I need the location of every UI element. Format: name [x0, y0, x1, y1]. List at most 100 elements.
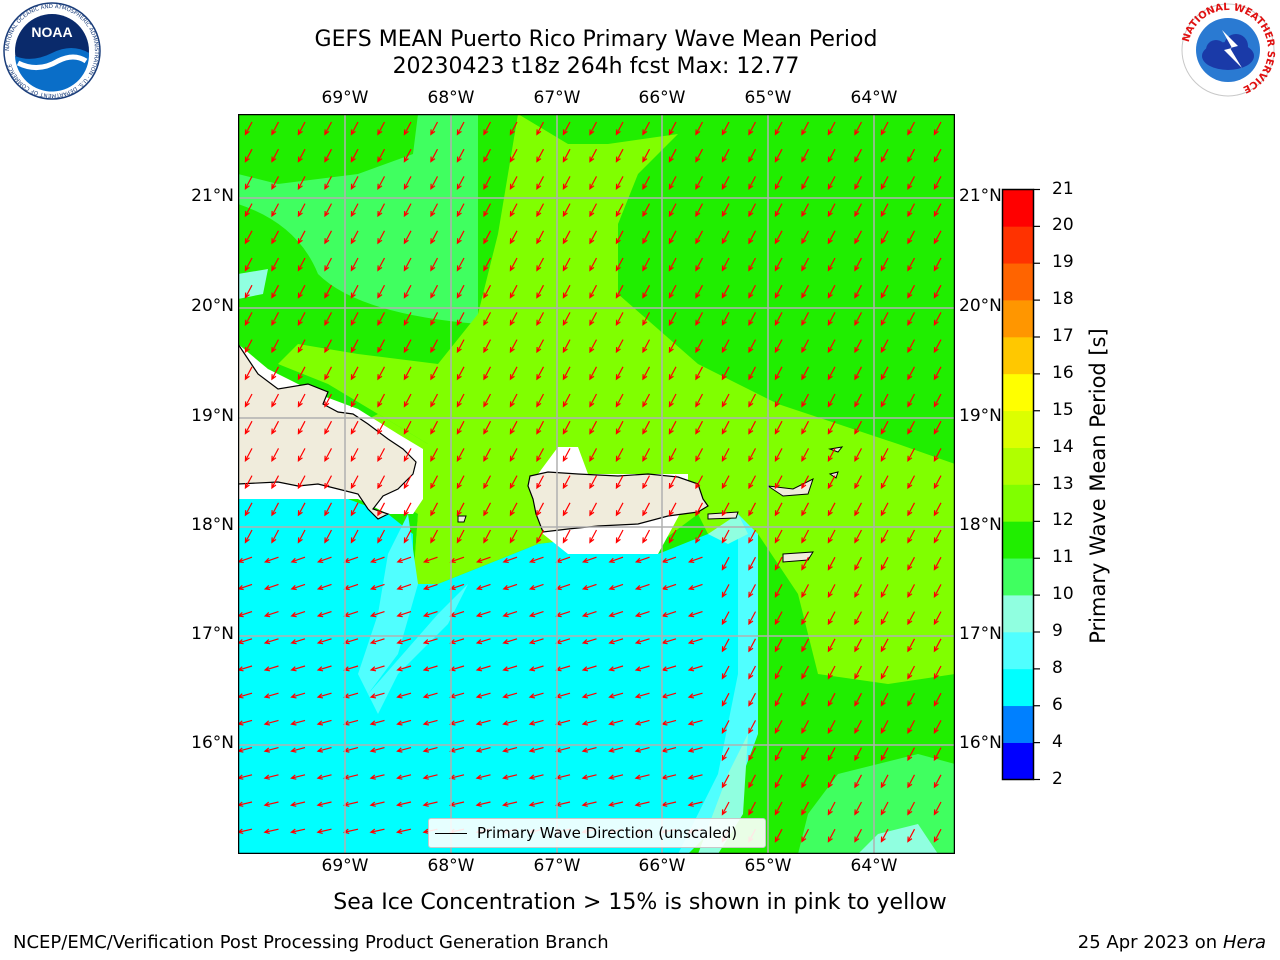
wave-direction-arrow [244, 121, 253, 136]
wave-direction-arrow [324, 529, 333, 544]
wave-direction-arrow [324, 312, 333, 326]
wave-direction-arrow [748, 774, 757, 789]
wave-direction-arrow [880, 393, 889, 408]
wave-direction-arrow [854, 828, 863, 843]
wave-direction-arrow [290, 801, 306, 807]
wave-direction-arrow [748, 257, 757, 272]
wave-direction-arrow [562, 366, 571, 381]
wave-direction-arrow [483, 448, 492, 462]
wave-direction-arrow [721, 257, 730, 272]
lon-label-top-65w: 65°W [744, 88, 792, 108]
wave-direction-arrow [774, 502, 783, 517]
wave-direction-arrow [396, 665, 412, 672]
wave-direction-arrow [695, 203, 704, 218]
wave-direction-arrow [854, 529, 863, 544]
legend-label: Primary Wave Direction (unscaled) [477, 824, 738, 842]
wave-direction-arrow [774, 828, 783, 843]
wave-direction-arrow [854, 121, 863, 136]
wave-direction-arrow [668, 284, 677, 299]
wave-direction-arrow [244, 420, 253, 435]
wave-direction-arrow [687, 719, 703, 726]
wave-direction-arrow [687, 801, 703, 807]
colorbar-block [1002, 410, 1034, 448]
wave-direction-arrow [528, 611, 544, 618]
wave-direction-arrow [509, 312, 518, 326]
wave-direction-arrow [907, 502, 916, 517]
field-period-12-13 [278, 114, 955, 684]
wave-direction-arrow [403, 475, 412, 490]
wave-direction-arrow [290, 583, 306, 591]
wave-direction-arrow [907, 638, 916, 653]
wave-direction-arrow [430, 475, 439, 490]
wave-direction-arrow [244, 312, 253, 326]
wave-direction-arrow [748, 611, 757, 626]
wave-direction-arrow [695, 502, 704, 517]
wave-direction-arrow [377, 366, 386, 381]
wave-direction-arrow [536, 448, 545, 462]
wave-direction-arrow [589, 148, 598, 163]
wave-direction-arrow [483, 366, 492, 381]
wave-direction-arrow [324, 393, 333, 408]
wave-direction-arrow [377, 420, 386, 435]
wave-direction-arrow [774, 230, 783, 245]
colorbar-label: Primary Wave Mean Period [s] [1086, 328, 1110, 644]
wave-direction-arrow [608, 665, 624, 672]
wave-direction-arrow [695, 284, 704, 299]
wave-direction-arrow [483, 257, 492, 272]
wave-direction-arrow [422, 611, 438, 618]
wave-direction-arrow [483, 475, 492, 490]
wave-direction-arrow [483, 203, 492, 218]
wave-direction-arrow [721, 801, 730, 816]
wave-direction-arrow [528, 638, 544, 645]
wave-direction-arrow [907, 176, 916, 190]
wave-direction-arrow [801, 121, 810, 136]
wave-direction-arrow [615, 257, 624, 272]
wave-direction-arrow [854, 801, 863, 816]
wave-direction-arrow [536, 230, 545, 245]
wave-direction-arrow [562, 203, 571, 218]
wave-direction-arrow [369, 747, 385, 753]
wave-direction-arrow [350, 420, 359, 435]
colorbar-tick-label: 21 [1052, 178, 1074, 199]
wave-direction-arrow [369, 665, 385, 672]
wave-direction-arrow [933, 121, 942, 136]
wave-direction-arrow [297, 420, 306, 435]
wave-direction-arrow [933, 176, 942, 190]
wave-direction-arrow [297, 257, 306, 272]
wave-direction-arrow [634, 774, 650, 780]
wave-direction-arrow [350, 475, 359, 490]
wave-direction-arrow [502, 665, 518, 672]
wave-direction-arrow [297, 148, 306, 163]
wave-direction-arrow [509, 366, 518, 381]
wave-direction-arrow [801, 393, 810, 408]
wave-direction-arrow [562, 257, 571, 272]
wave-direction-arrow [271, 312, 280, 326]
wave-direction-arrow [430, 257, 439, 272]
wave-direction-arrow [827, 611, 836, 626]
wave-direction-arrow [854, 393, 863, 408]
wave-direction-arrow [668, 475, 677, 490]
wave-direction-arrow [509, 339, 518, 354]
wave-direction-arrow [290, 638, 306, 645]
wave-direction-arrow [316, 665, 332, 672]
wave-direction-arrow [907, 312, 916, 326]
lon-label-bottom-64w: 64°W [850, 856, 898, 876]
wave-direction-arrow [933, 257, 942, 272]
wave-direction-arrow [634, 611, 650, 618]
wave-direction-arrow [854, 230, 863, 245]
wave-direction-arrow [907, 230, 916, 245]
wave-direction-arrow [562, 529, 571, 544]
wave-direction-arrow [907, 774, 916, 789]
wave-direction-arrow [502, 801, 518, 807]
colorbar-tick-label: 14 [1052, 436, 1074, 457]
wave-direction-arrow [933, 284, 942, 299]
wave-direction-arrow [721, 366, 730, 381]
wave-direction-arrow [668, 148, 677, 163]
wave-direction-arrow [324, 203, 333, 218]
wave-direction-arrow [244, 475, 253, 490]
wave-direction-arrow [536, 420, 545, 435]
wave-direction-arrow [483, 393, 492, 408]
wave-direction-arrow [642, 284, 651, 299]
wave-direction-arrow [403, 176, 412, 190]
wave-direction-arrow [502, 611, 518, 618]
